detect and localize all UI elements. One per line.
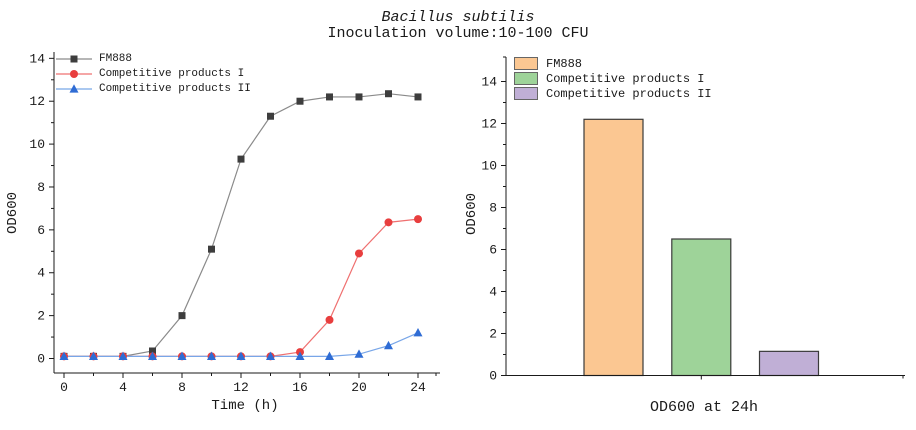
legend-item-competitive-2: Competitive products II	[514, 86, 712, 101]
svg-text:2: 2	[489, 327, 497, 342]
competitive-2-color-swatch-icon	[514, 87, 538, 100]
svg-text:12: 12	[481, 117, 497, 132]
legend-item-competitive-1: Competitive products I	[514, 71, 712, 86]
right-x-axis-label: OD600 at 24h	[649, 399, 759, 416]
svg-text:0: 0	[489, 369, 497, 384]
svg-text:2: 2	[37, 309, 45, 324]
right-y-axis-label: OD600	[464, 193, 480, 236]
svg-text:20: 20	[351, 380, 367, 395]
title-species: Bacillus subtilis	[381, 9, 535, 26]
legend-label: Competitive products I	[546, 71, 705, 86]
competitive-2-line-triangle-swatch-icon	[56, 83, 92, 93]
legend-label: FM888	[546, 56, 583, 71]
legend-label: Competitive products II	[546, 86, 712, 101]
svg-text:12: 12	[29, 94, 45, 109]
svg-text:4: 4	[37, 266, 45, 281]
title-inoculation-volume: Inoculation volume:10-100 CFU	[327, 25, 589, 42]
svg-text:14: 14	[481, 75, 497, 90]
svg-text:8: 8	[37, 180, 45, 195]
svg-text:12: 12	[233, 380, 249, 395]
svg-text:6: 6	[37, 223, 45, 238]
svg-text:14: 14	[29, 51, 45, 66]
right-legend: FM888 Competitive products I Competitive…	[514, 56, 712, 101]
svg-text:0: 0	[37, 352, 45, 367]
legend-item-fm888: FM888	[514, 56, 712, 71]
svg-text:10: 10	[29, 137, 45, 152]
legend-label: Competitive products I	[99, 67, 245, 80]
legend-label: FM888	[99, 52, 133, 65]
legend-item-fm888: FM888	[55, 51, 251, 66]
legend-item-competitive-1: Competitive products I	[55, 66, 251, 81]
competitive-1-line-circle-swatch-icon	[56, 69, 92, 78]
svg-text:6: 6	[489, 243, 497, 258]
left-x-axis-label: Time (h)	[211, 398, 279, 414]
svg-text:4: 4	[119, 380, 127, 395]
left-y-axis-label: OD600	[5, 192, 21, 235]
svg-text:16: 16	[292, 380, 308, 395]
figure-title: Bacillus subtilis Inoculation volume:10-…	[0, 10, 916, 42]
svg-text:0: 0	[60, 380, 68, 395]
svg-text:10: 10	[481, 159, 497, 174]
left-legend: FM888 Competitive products I Competitive…	[55, 51, 251, 96]
svg-text:8: 8	[178, 380, 186, 395]
svg-text:24: 24	[410, 380, 426, 395]
legend-label: Competitive products II	[99, 82, 251, 95]
fm888-color-swatch-icon	[514, 57, 538, 70]
legend-item-competitive-2: Competitive products II	[55, 81, 251, 96]
svg-text:8: 8	[489, 201, 497, 216]
svg-text:4: 4	[489, 285, 497, 300]
competitive-1-color-swatch-icon	[514, 72, 538, 85]
fm888-line-square-swatch-icon	[56, 55, 92, 62]
